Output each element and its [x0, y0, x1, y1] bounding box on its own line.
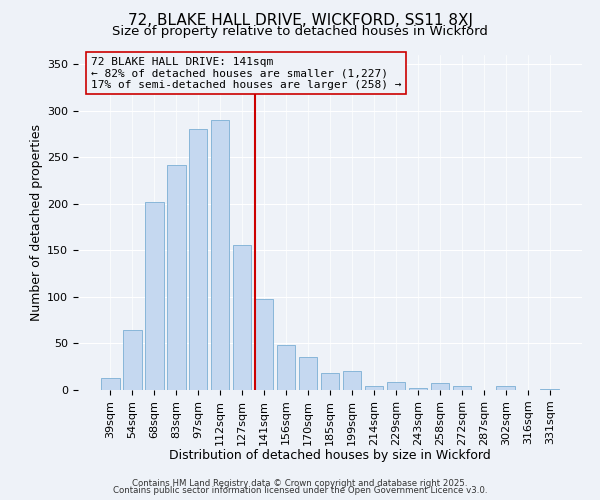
Bar: [496, 386, 515, 390]
Bar: [167, 165, 185, 390]
Bar: [409, 388, 427, 390]
Text: Size of property relative to detached houses in Wickford: Size of property relative to detached ho…: [112, 25, 488, 38]
Bar: [320, 373, 340, 390]
Bar: [277, 346, 295, 390]
Bar: [365, 386, 383, 390]
Bar: [233, 245, 251, 390]
Bar: [452, 386, 471, 390]
Bar: [123, 330, 142, 390]
Bar: [145, 202, 164, 390]
Bar: [541, 389, 559, 390]
Text: 72, BLAKE HALL DRIVE, WICKFORD, SS11 8XJ: 72, BLAKE HALL DRIVE, WICKFORD, SS11 8XJ: [128, 12, 473, 28]
Text: Contains public sector information licensed under the Open Government Licence v3: Contains public sector information licen…: [113, 486, 487, 495]
Bar: [299, 356, 317, 390]
Y-axis label: Number of detached properties: Number of detached properties: [30, 124, 43, 321]
Bar: [189, 128, 208, 390]
Bar: [343, 372, 361, 390]
Bar: [386, 382, 405, 390]
Bar: [211, 120, 229, 390]
Bar: [255, 299, 274, 390]
Bar: [101, 378, 119, 390]
X-axis label: Distribution of detached houses by size in Wickford: Distribution of detached houses by size …: [169, 449, 491, 462]
Text: Contains HM Land Registry data © Crown copyright and database right 2025.: Contains HM Land Registry data © Crown c…: [132, 478, 468, 488]
Bar: [431, 382, 449, 390]
Text: 72 BLAKE HALL DRIVE: 141sqm
← 82% of detached houses are smaller (1,227)
17% of : 72 BLAKE HALL DRIVE: 141sqm ← 82% of det…: [91, 56, 401, 90]
